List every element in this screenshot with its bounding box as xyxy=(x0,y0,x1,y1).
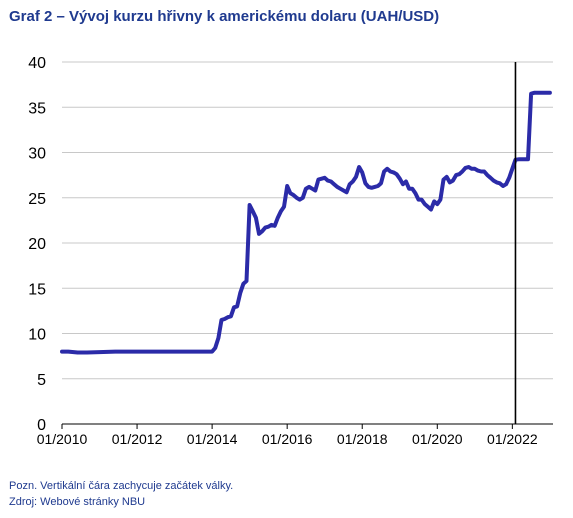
x-tick-label: 01/2020 xyxy=(412,431,463,447)
y-tick-label: 25 xyxy=(28,191,46,208)
x-tick-label: 01/2014 xyxy=(187,431,238,447)
x-tick-label: 01/2010 xyxy=(37,431,88,447)
y-tick-label: 30 xyxy=(28,146,46,163)
x-tick-label: 01/2022 xyxy=(487,431,538,447)
y-tick-label: 20 xyxy=(28,236,46,253)
x-tick-label: 01/2012 xyxy=(112,431,163,447)
y-axis-ticks: 0 5 10 15 20 25 30 35 40 xyxy=(28,55,46,434)
y-tick-label: 0 xyxy=(37,417,46,434)
x-tick-label: 01/2018 xyxy=(337,431,388,447)
y-tick-label: 35 xyxy=(28,100,46,117)
x-tick-label: 01/2016 xyxy=(262,431,313,447)
grid-lines xyxy=(62,61,553,380)
chart-note: Pozn. Vertikální čára zachycuje začátek … xyxy=(9,480,234,492)
y-tick-label: 10 xyxy=(28,327,46,344)
y-tick-label: 5 xyxy=(37,372,46,389)
x-axis-ticks: 01/2010 01/2012 01/2014 01/2016 01/2018 01/20… xyxy=(37,424,538,447)
data-points xyxy=(61,92,550,353)
chart-source: Zdroj: Webové stránky NBU xyxy=(9,496,146,508)
y-tick-label: 15 xyxy=(28,281,46,298)
chart-title: Graf 2 – Vývoj kurzu hřivny k americkému… xyxy=(9,8,440,25)
y-tick-label: 40 xyxy=(28,55,46,72)
series-line-uah-usd xyxy=(60,90,552,355)
